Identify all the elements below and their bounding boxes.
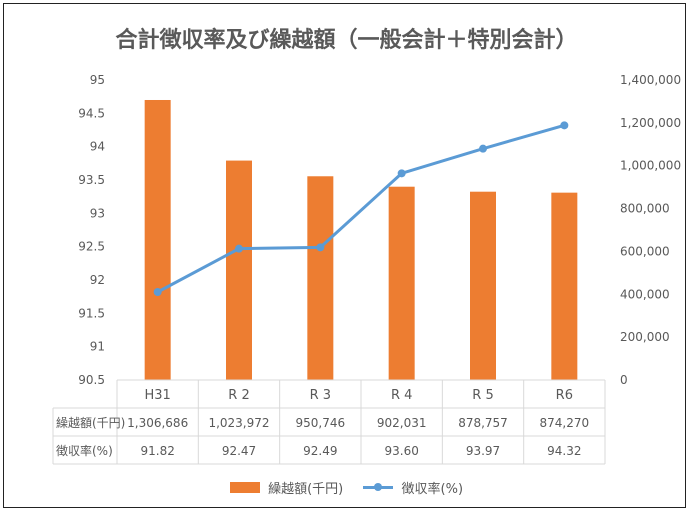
table-cell: 92.49 <box>303 444 337 458</box>
line-point <box>235 244 243 253</box>
category-label: R 2 <box>228 388 249 403</box>
bar <box>226 160 252 380</box>
line-point <box>316 243 325 252</box>
table-cell: 874,270 <box>540 416 590 430</box>
line-point <box>397 169 406 178</box>
legend-bar-label: 繰越額(千円) <box>268 482 344 497</box>
legend-line-swatch <box>363 483 394 491</box>
right-tick-label: 400,000 <box>620 287 670 301</box>
category-label: H31 <box>145 388 171 403</box>
table-cell: 950,746 <box>296 416 346 430</box>
right-tick-label: 1,200,000 <box>620 116 681 130</box>
table-row-label: 徴収率(%) <box>56 443 113 458</box>
right-tick-label: 1,400,000 <box>620 73 681 87</box>
table-cell: 93.97 <box>466 444 500 458</box>
left-tick-label: 92 <box>90 273 105 287</box>
legend-line-label: 徴収率(%) <box>401 482 464 497</box>
legend-bar-swatch <box>229 482 260 493</box>
category-label: R 3 <box>310 388 331 403</box>
left-tick-label: 91.5 <box>78 306 105 320</box>
right-tick-label: 600,000 <box>620 244 670 258</box>
left-tick-label: 95 <box>90 73 105 87</box>
table-cell: 1,306,686 <box>127 416 188 430</box>
left-tick-label: 94 <box>90 140 105 154</box>
left-tick-label: 90.5 <box>78 373 105 387</box>
bar <box>388 186 415 380</box>
line-point <box>560 121 569 130</box>
right-tick-label: 800,000 <box>620 202 670 216</box>
left-tick-label: 91 <box>90 340 105 354</box>
left-tick-label: 94.5 <box>78 106 105 120</box>
right-tick-label: 200,000 <box>620 330 670 344</box>
right-tick-label: 0 <box>620 373 628 387</box>
bar <box>551 192 578 380</box>
legend: 繰越額(千円) 徴収率(%) <box>0 478 693 497</box>
line-point <box>479 144 487 153</box>
line-series <box>156 123 565 294</box>
chart-title: 合計徴収率及び繰越額（一般会計＋特別会計） <box>115 28 578 53</box>
category-label: R 5 <box>472 388 493 403</box>
line-point <box>153 288 162 296</box>
table-row-label: 繰越額(千円) <box>56 416 125 430</box>
table-cell: 1,023,972 <box>208 416 269 430</box>
category-label: R6 <box>556 388 573 403</box>
chart-border <box>3 3 686 508</box>
right-tick-label: 1,000,000 <box>620 159 681 173</box>
left-tick-label: 93.5 <box>78 173 105 187</box>
table-cell: 92.47 <box>222 444 256 458</box>
table-cell: 878,757 <box>458 416 508 430</box>
table-cell: 94.32 <box>547 444 581 458</box>
table-cell: 902,031 <box>377 416 427 430</box>
category-label: R 4 <box>391 388 412 403</box>
bar <box>307 176 334 380</box>
table-cell: 93.60 <box>384 444 418 458</box>
left-tick-label: 93 <box>90 206 105 220</box>
left-tick-label: 92.5 <box>78 240 105 254</box>
bar <box>470 191 496 380</box>
bar <box>144 99 171 381</box>
table-cell: 91.82 <box>140 444 174 458</box>
